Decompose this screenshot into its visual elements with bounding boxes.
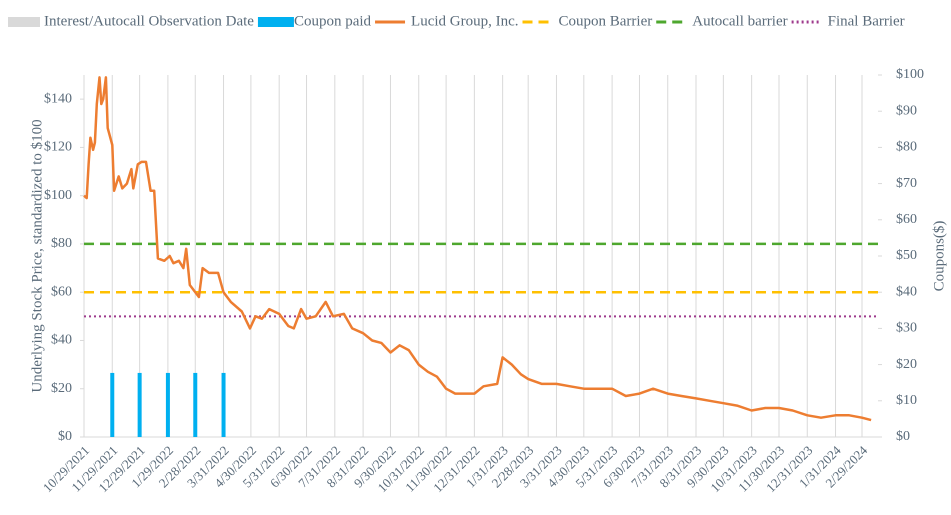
legend-label: Final Barrier — [828, 13, 905, 29]
y2-tick-label: $100 — [896, 67, 924, 82]
y-tick-label: $120 — [44, 140, 72, 155]
y-axis-label: Underlying Stock Price, standardized to … — [29, 119, 45, 392]
y2-tick-label: $30 — [896, 321, 917, 336]
y2-tick-label: $20 — [896, 357, 917, 372]
y-tick-label: $40 — [51, 333, 72, 348]
legend-label: Interest/Autocall Observation Date — [44, 13, 254, 29]
y-tick-label: $100 — [44, 188, 72, 203]
legend-label: Autocall barrier — [692, 13, 787, 29]
y-tick-label: $20 — [51, 381, 72, 396]
legend-label: Lucid Group, Inc. — [411, 13, 518, 29]
legend-swatch — [8, 17, 40, 27]
y2-tick-label: $10 — [896, 393, 917, 408]
coupon-bar — [165, 372, 170, 437]
y-tick-label: $80 — [51, 236, 72, 251]
y2-tick-label: $50 — [896, 248, 917, 263]
legend-swatch — [257, 17, 294, 27]
legend-label: Coupon paid — [294, 13, 372, 29]
coupon-bar — [221, 372, 226, 437]
y-tick-label: $140 — [44, 91, 72, 106]
y2-axis-label: Coupons($) — [931, 221, 947, 292]
y-tick-label: $60 — [51, 284, 72, 299]
coupon-bar — [137, 372, 142, 437]
y2-tick-label: $90 — [896, 103, 917, 118]
y-tick-label: $0 — [58, 429, 72, 444]
y2-tick-label: $60 — [896, 212, 917, 227]
y2-tick-label: $70 — [896, 176, 917, 191]
y2-tick-label: $40 — [896, 284, 917, 299]
y2-tick-label: $0 — [896, 429, 910, 444]
stock-line — [83, 76, 872, 422]
coupon-bar — [193, 372, 198, 437]
legend-label: Coupon Barrier — [559, 13, 653, 29]
coupon-bar — [110, 372, 115, 437]
y2-tick-label: $80 — [896, 140, 917, 155]
